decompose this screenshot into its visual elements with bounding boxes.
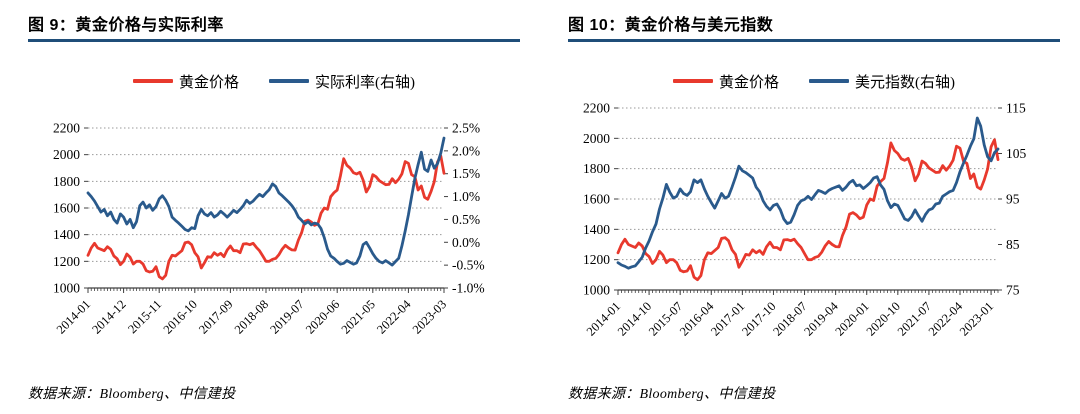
- svg-text:2018-07: 2018-07: [770, 299, 809, 338]
- gold-vs-dollar-index-chart: 2200 2000 1800 1600 1400 1200 1000 115 105 95 85 75…: [583, 101, 1027, 339]
- svg-text:1.0%: 1.0%: [452, 189, 480, 204]
- gold-vs-real-rate-chart: 2200 2000 1800 1600 1400 1200 1000 2.5% 2.0% 1.5%…: [53, 121, 485, 337]
- svg-text:85: 85: [1006, 237, 1020, 252]
- svg-text:2021-07: 2021-07: [895, 299, 934, 338]
- svg-text:0.5%: 0.5%: [452, 212, 480, 227]
- legend-item-dollar-index: 美元指数(右轴): [809, 71, 955, 92]
- svg-text:2021-05: 2021-05: [339, 297, 378, 336]
- svg-text:2020-10: 2020-10: [864, 299, 903, 338]
- legend-item-gold-price: 黄金价格: [132, 71, 239, 92]
- svg-text:1600: 1600: [583, 192, 610, 207]
- svg-text:75: 75: [1006, 283, 1020, 298]
- svg-text:1400: 1400: [583, 222, 610, 237]
- svg-text:105: 105: [1006, 146, 1027, 161]
- svg-text:1000: 1000: [583, 283, 610, 298]
- svg-text:2023-01: 2023-01: [957, 299, 996, 338]
- figure10-source-note: 数据来源：Bloomberg、中信建投: [568, 387, 776, 402]
- svg-text:2018-08: 2018-08: [232, 297, 271, 336]
- dollar-index-line-swatch-icon: [809, 79, 849, 83]
- svg-text:2200: 2200: [53, 121, 80, 136]
- legend-label-gold-price: 黄金价格: [178, 74, 239, 91]
- svg-text:2015-11: 2015-11: [125, 297, 164, 336]
- figure9-title-rule: [28, 39, 520, 42]
- svg-text:0.0%: 0.0%: [452, 235, 480, 250]
- svg-text:-1.0%: -1.0%: [452, 281, 485, 296]
- svg-text:2015-07: 2015-07: [646, 299, 685, 338]
- legend-label-dollar-index: 美元指数(右轴): [855, 74, 955, 91]
- svg-text:1400: 1400: [53, 227, 80, 242]
- svg-text:2017-10: 2017-10: [739, 299, 778, 338]
- svg-text:2.5%: 2.5%: [452, 121, 480, 136]
- figure9-title: 图 9：黄金价格与实际利率: [28, 17, 224, 34]
- svg-text:2200: 2200: [583, 101, 610, 116]
- svg-text:2000: 2000: [53, 147, 80, 162]
- svg-text:2020-06: 2020-06: [303, 297, 342, 336]
- svg-text:1200: 1200: [53, 254, 80, 269]
- svg-text:2000: 2000: [583, 131, 610, 146]
- gold-line-swatch-icon: [672, 79, 713, 83]
- svg-text:2014-12: 2014-12: [89, 297, 128, 336]
- svg-text:1600: 1600: [53, 201, 80, 216]
- legend-item-gold-price: 黄金价格: [672, 71, 779, 92]
- figure9-legend: 黄金价格 实际利率(右轴): [28, 70, 520, 92]
- legend-item-real-rate: 实际利率(右轴): [269, 71, 415, 92]
- svg-text:-0.5%: -0.5%: [452, 258, 485, 273]
- legend-label-gold-price: 黄金价格: [718, 74, 779, 91]
- svg-text:1800: 1800: [53, 174, 80, 189]
- figure10-title: 图 10：黄金价格与美元指数: [568, 17, 774, 34]
- figure10-title-rule: [568, 39, 1060, 42]
- svg-text:95: 95: [1006, 192, 1020, 207]
- svg-text:2014-01: 2014-01: [54, 297, 93, 336]
- svg-text:2019-07: 2019-07: [267, 297, 306, 336]
- gold-line-swatch-icon: [132, 79, 173, 83]
- figure10-legend: 黄金价格 美元指数(右轴): [568, 70, 1060, 92]
- svg-text:2014-01: 2014-01: [584, 299, 623, 338]
- real-rate-line-swatch-icon: [269, 79, 309, 83]
- svg-text:2020-01: 2020-01: [832, 299, 871, 338]
- legend-label-real-rate: 实际利率(右轴): [315, 74, 415, 91]
- svg-text:2014-10: 2014-10: [615, 299, 654, 338]
- figure9-source-note: 数据来源：Bloomberg、中信建投: [28, 387, 236, 402]
- svg-text:2017-09: 2017-09: [196, 297, 235, 336]
- svg-text:2016-10: 2016-10: [161, 297, 200, 336]
- svg-text:2.0%: 2.0%: [452, 143, 480, 158]
- svg-text:2022-04: 2022-04: [374, 297, 414, 337]
- svg-text:1000: 1000: [53, 281, 80, 296]
- svg-text:2023-03: 2023-03: [410, 297, 449, 336]
- svg-text:115: 115: [1006, 101, 1026, 116]
- svg-text:1200: 1200: [583, 252, 610, 267]
- svg-text:1800: 1800: [583, 161, 610, 176]
- svg-text:1.5%: 1.5%: [452, 166, 480, 181]
- svg-text:2017-01: 2017-01: [708, 299, 747, 338]
